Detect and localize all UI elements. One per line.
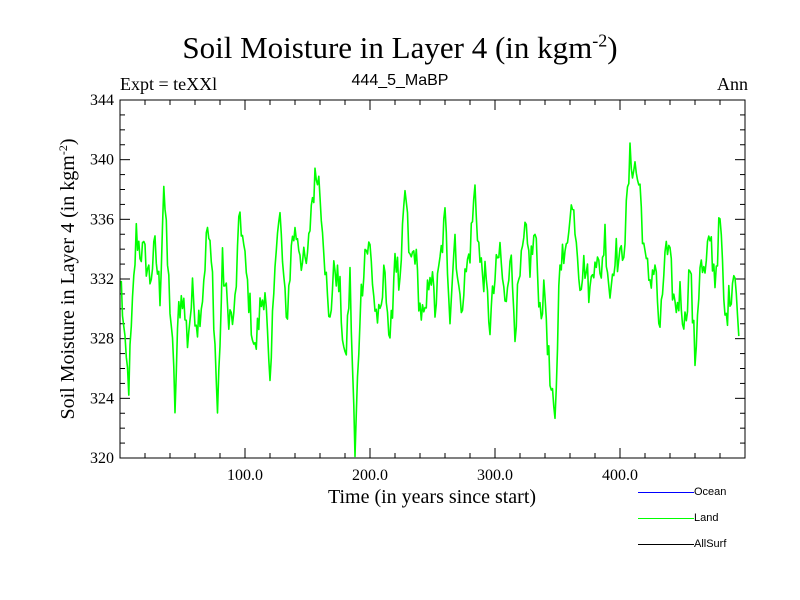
x-tick-label: 300.0: [477, 467, 513, 484]
y-tick-label: 336: [90, 211, 114, 228]
y-tick-label: 328: [90, 331, 114, 348]
y-tick-label: 320: [90, 450, 114, 467]
axis-ticks: [120, 99, 745, 459]
x-axis-title: Time (in years since start): [328, 486, 536, 508]
series-layer: [120, 142, 740, 458]
tick-labels: 100.0 200.0 300.0 400.0 320 324 328 332 336 340 34…: [90, 92, 638, 484]
legend-label-allsurf: AllSurf: [694, 538, 727, 550]
x-tick-label: 200.0: [352, 467, 388, 484]
legend-item-ocean: Ocean: [638, 484, 778, 500]
series-land-line: [120, 142, 740, 458]
chart-title: Soil Moisture in Layer 4 (in kgm-2): [182, 30, 618, 65]
season-label: Ann: [717, 74, 748, 94]
y-tick-label: 340: [90, 152, 114, 169]
y-tick-label: 332: [90, 271, 114, 288]
legend-label-ocean: Ocean: [694, 486, 727, 498]
legend-swatch-allsurf: [638, 544, 694, 545]
y-axis-title: Soil Moisture in Layer 4 (in kgm-2): [56, 138, 79, 419]
legend-label-land: Land: [694, 512, 719, 524]
y-tick-label: 324: [90, 390, 114, 407]
legend-item-allsurf: AllSurf: [638, 536, 778, 552]
plot-frame: [119, 99, 746, 459]
x-tick-label: 100.0: [227, 467, 263, 484]
experiment-label: Expt = teXXl: [120, 74, 218, 94]
x-tick-label: 400.0: [602, 467, 638, 484]
legend-swatch-land: [638, 518, 694, 519]
y-tick-label: 344: [90, 92, 114, 109]
period-label: 444_5_MaBP: [351, 72, 449, 89]
legend-swatch-ocean: [638, 492, 694, 493]
legend-item-land: Land: [638, 510, 778, 526]
